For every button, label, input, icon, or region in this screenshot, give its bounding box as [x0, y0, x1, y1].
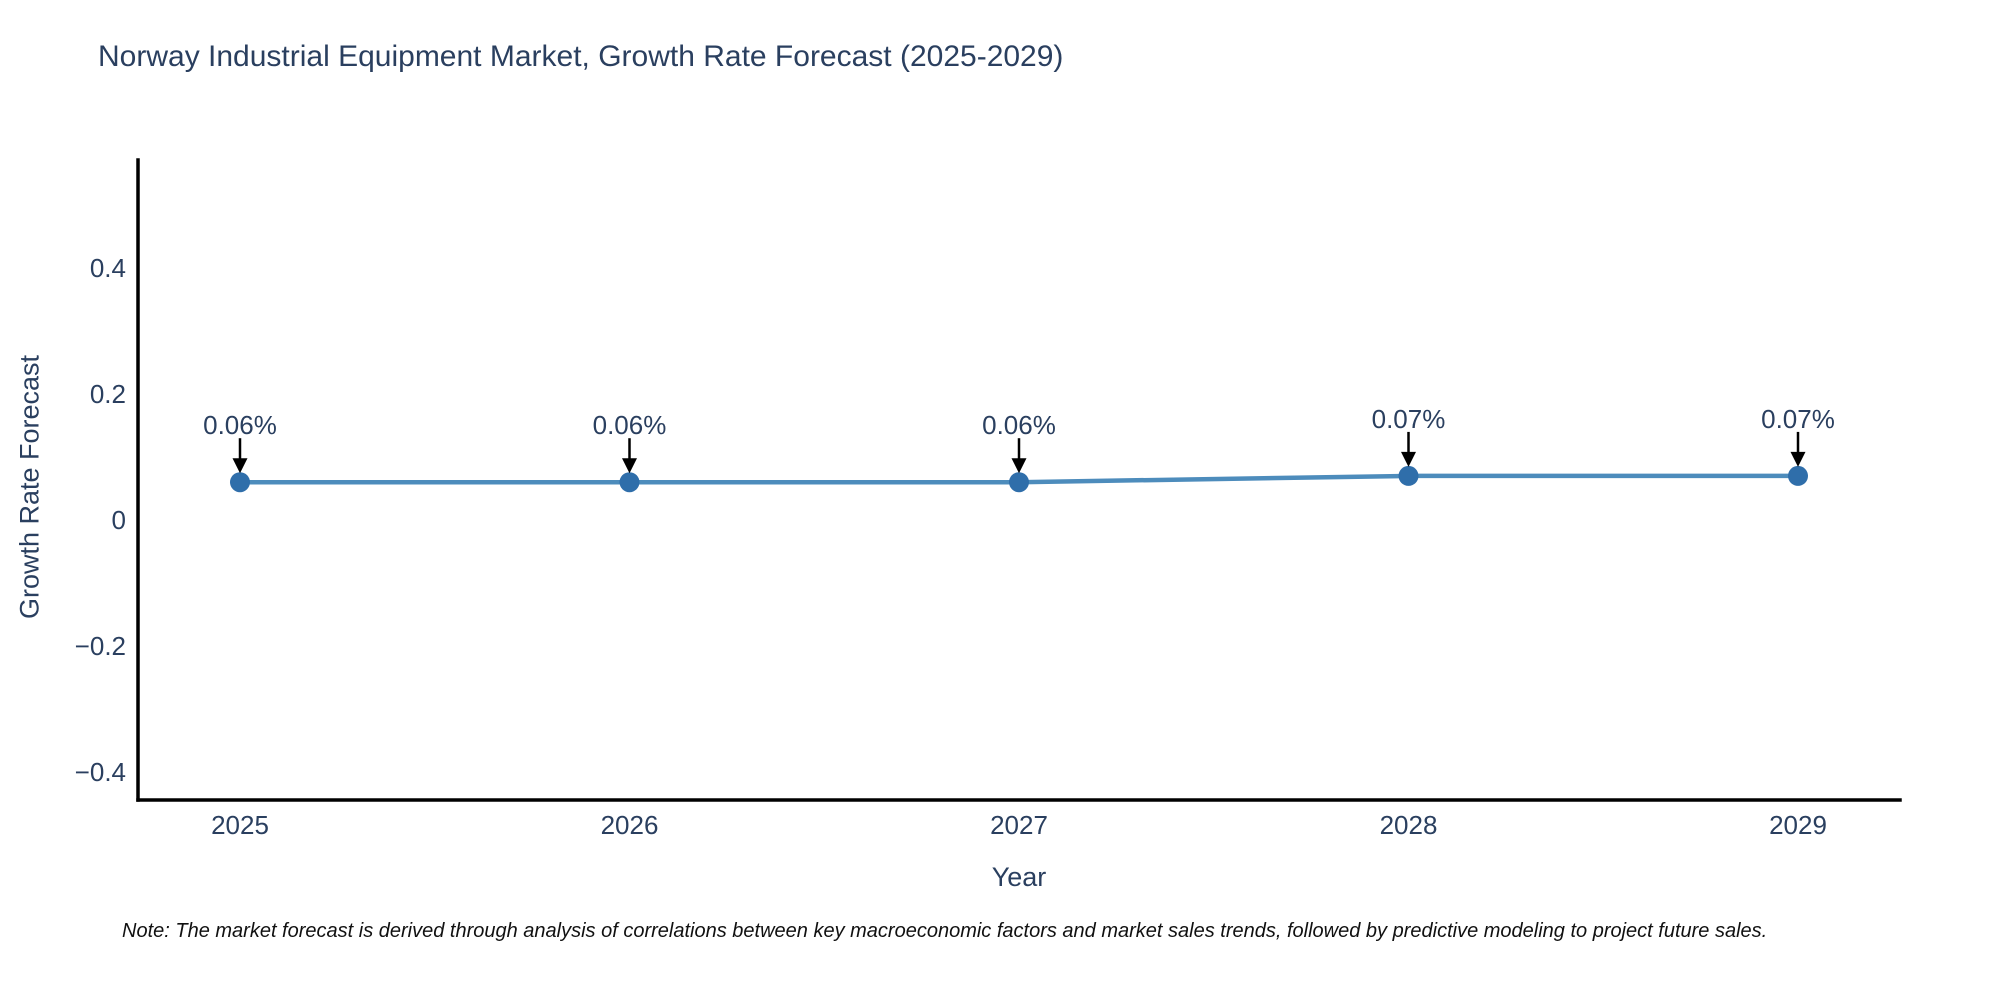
x-axis-title: Year — [991, 862, 1047, 892]
data-point-marker — [1009, 472, 1029, 493]
annotation-arrowhead-icon — [1011, 458, 1027, 474]
x-tick-label: 2027 — [990, 810, 1048, 840]
annotation-arrowhead-icon — [622, 458, 637, 474]
annotation-arrowhead-icon — [1401, 451, 1416, 467]
x-tick-label: 2026 — [600, 810, 659, 840]
annotation-label: 0.06% — [982, 410, 1056, 441]
y-tick-label: −0.2 — [74, 630, 126, 661]
annotation-arrowhead-icon — [1790, 451, 1806, 467]
annotation-label: 0.06% — [592, 410, 667, 441]
x-tick-label: 2028 — [1379, 810, 1438, 840]
annotation-label: 0.06% — [203, 410, 277, 441]
annotation-label: 0.07% — [1761, 403, 1835, 434]
data-point-marker — [619, 472, 640, 493]
data-point-marker — [1398, 465, 1419, 486]
y-tick-label: −0.4 — [74, 756, 126, 787]
x-tick-label: 2029 — [1769, 810, 1827, 840]
y-tick-label: 0.4 — [89, 253, 126, 284]
y-tick-label: 0 — [111, 504, 126, 535]
x-tick-label: 2025 — [211, 810, 269, 840]
annotation-label: 0.07% — [1371, 403, 1446, 434]
footnote: Note: The market forecast is derived thr… — [122, 920, 1768, 942]
data-point-marker — [230, 472, 250, 493]
y-tick-label: 0.2 — [89, 379, 126, 410]
chart-title: Norway Industrial Equipment Market, Grow… — [98, 40, 1064, 73]
data-point-marker — [1788, 465, 1808, 486]
annotation-arrowhead-icon — [232, 458, 248, 474]
